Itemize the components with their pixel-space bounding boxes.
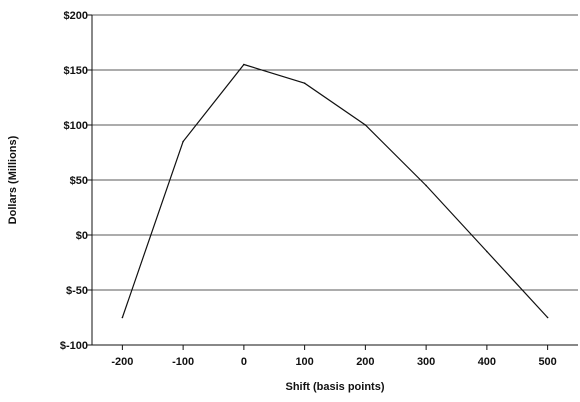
- x-tick-label: 0: [241, 356, 247, 368]
- y-tick-label: $200: [64, 10, 88, 22]
- data-point: [121, 316, 124, 319]
- gridlines: [92, 14, 578, 291]
- y-tick-labels: $200 $150 $100 $50 $0 $-50 $-100: [60, 10, 88, 352]
- x-tick-labels: -200 -100 0 100 200 300 400 500: [111, 356, 556, 368]
- y-tick-label: $-50: [66, 285, 88, 297]
- y-tick-label: $150: [64, 65, 88, 77]
- series-layer: [121, 63, 549, 319]
- data-point: [546, 316, 549, 319]
- x-tick-label: 500: [538, 356, 556, 368]
- y-axis-title: Dollars (Millions): [7, 135, 19, 224]
- data-point: [364, 124, 367, 126]
- y-tick-label: $0: [76, 230, 88, 242]
- axes: [87, 14, 578, 350]
- data-point: [486, 250, 488, 253]
- data-point: [303, 82, 306, 84]
- x-tick-label: -200: [111, 356, 133, 368]
- x-tick-label: 100: [295, 356, 313, 368]
- y-tick-label: $50: [70, 175, 88, 187]
- x-tick-label: 300: [417, 356, 435, 368]
- data-point: [243, 63, 245, 66]
- x-tick-label: 200: [356, 356, 374, 368]
- x-axis-title: Shift (basis points): [286, 381, 385, 393]
- y-tick-label: $100: [64, 120, 88, 132]
- series-line: [121, 63, 549, 318]
- data-point: [425, 184, 427, 187]
- x-tick-label: 400: [478, 356, 496, 368]
- data-point: [182, 140, 184, 143]
- y-tick-label: $-100: [60, 340, 88, 352]
- x-tick-label: -100: [172, 356, 194, 368]
